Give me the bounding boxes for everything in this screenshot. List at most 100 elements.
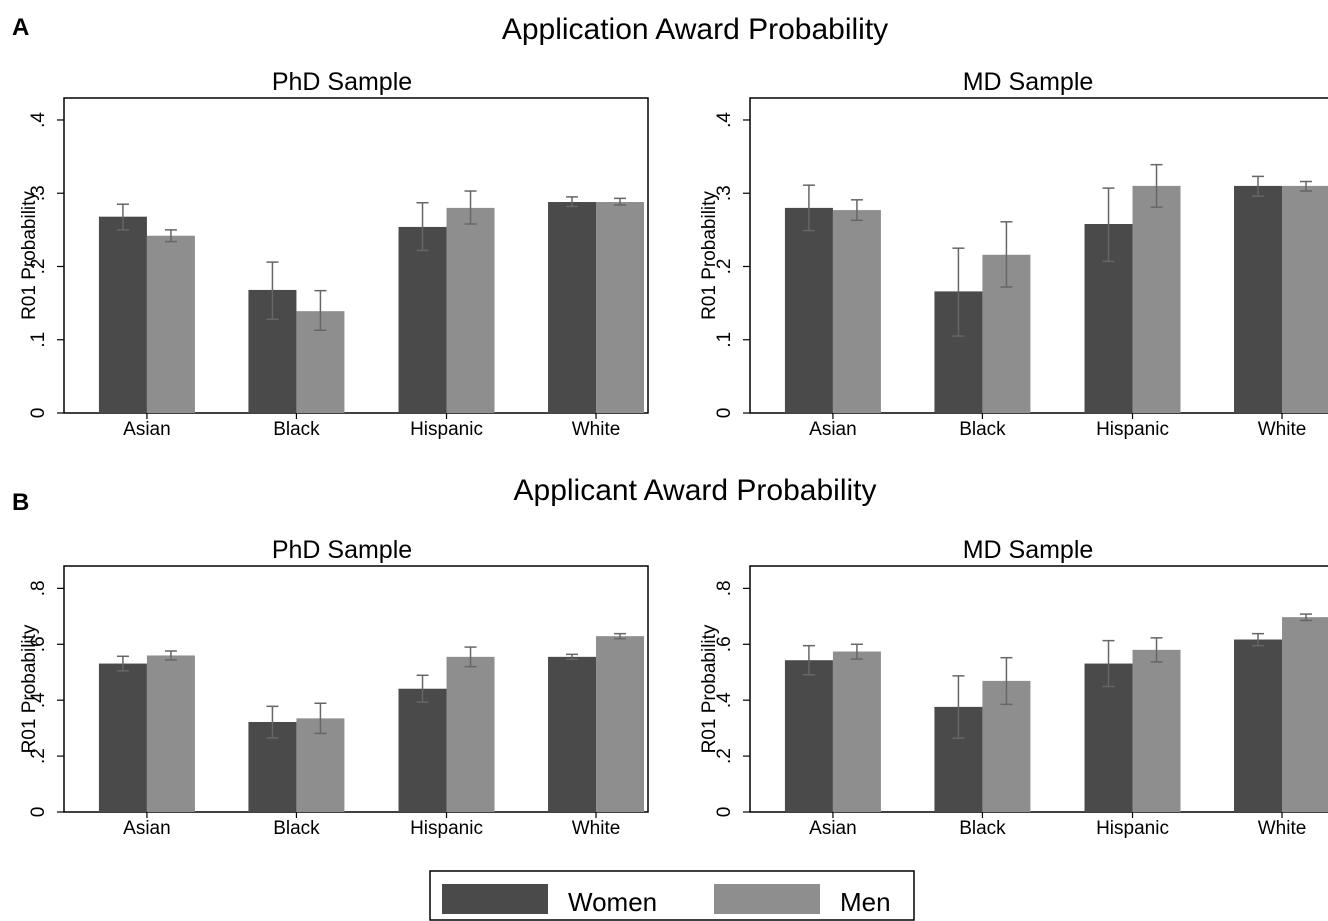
y-tick-label: 0	[28, 807, 49, 818]
x-tick-label-white: White	[1258, 419, 1307, 440]
error-bar-women-asian	[802, 644, 815, 676]
bar-men-white	[596, 636, 645, 812]
y-tick-label: 0	[714, 807, 735, 818]
error-bar-men-asian	[164, 229, 177, 243]
bar-men-white	[596, 202, 645, 413]
y-tick-label: .2	[28, 259, 49, 275]
y-tick-label: .8	[28, 580, 49, 596]
error-bar-men-hispanic	[1150, 163, 1163, 208]
y-tick-label: .6	[28, 636, 49, 652]
bar-women-white	[1234, 185, 1283, 413]
error-bar-women-black	[952, 675, 965, 739]
legend-label-women: Women	[568, 887, 657, 917]
section-title-b: Applicant Award Probability	[514, 474, 877, 507]
error-bar-men-asian	[850, 643, 863, 660]
y-tick-label: .3	[28, 185, 49, 201]
error-bar-women-asian	[116, 655, 129, 672]
bar-men-hispanic	[1132, 649, 1181, 812]
x-tick-label-asian: Asian	[123, 818, 171, 839]
bar-women-hispanic	[398, 226, 447, 413]
bar-men-white	[1282, 185, 1328, 413]
y-axis-label: R01 Probability	[699, 191, 720, 320]
x-tick-label-hispanic: Hispanic	[1096, 818, 1169, 839]
chart-a-phd: PhD Sample 0 .1 .2 .3 .4 R01 Probability Asian B…	[19, 68, 649, 440]
x-tick-label-black: Black	[273, 818, 320, 839]
x-tick-label-black: Black	[959, 419, 1006, 440]
chart-b-phd: PhD Sample 0 .2 .4 .6 .8 R01 Probability Asian B…	[19, 536, 649, 839]
chart-title: MD Sample	[963, 536, 1094, 564]
x-tick-label-hispanic: Hispanic	[410, 818, 483, 839]
x-tick-label-hispanic: Hispanic	[410, 419, 483, 440]
section-title-a: Application Award Probability	[502, 13, 888, 46]
error-bar-women-hispanic	[1102, 639, 1115, 688]
x-tick-label-asian: Asian	[809, 818, 857, 839]
x-tick-label-black: Black	[959, 818, 1006, 839]
legend-swatch-men	[714, 884, 820, 914]
y-tick-label: .6	[714, 636, 735, 652]
bar-women-asian	[784, 660, 833, 812]
error-bar-women-white	[566, 653, 579, 661]
panel-label-a: A	[12, 14, 29, 41]
x-tick-label-white: White	[572, 818, 621, 839]
chart-b-md: MD Sample 0 .2 .4 .6 .8 R01 Probability Asian Bl…	[699, 536, 1328, 839]
y-axis-label: R01 Probability	[19, 624, 40, 753]
error-bar-men-white	[614, 197, 627, 206]
error-bar-men-white	[1300, 613, 1313, 622]
bar-women-asian	[98, 663, 147, 812]
error-bar-men-black	[1000, 221, 1013, 288]
bar-men-asian	[146, 235, 195, 413]
bar-men-white	[1282, 617, 1328, 812]
error-bar-men-hispanic	[464, 190, 477, 225]
y-tick-label: .8	[714, 580, 735, 596]
chart-title: PhD Sample	[272, 68, 412, 96]
y-axis-label: R01 Probability	[19, 191, 40, 320]
bar-women-asian	[98, 216, 147, 413]
bar-men-asian	[146, 655, 195, 812]
y-tick-label: 0	[714, 408, 735, 419]
bar-men-asian	[832, 651, 881, 812]
error-bar-women-hispanic	[416, 202, 429, 252]
error-bar-men-black	[1000, 656, 1013, 706]
plot-frame	[749, 97, 1328, 414]
y-axis-label: R01 Probability	[699, 624, 720, 753]
error-bar-women-asian	[802, 184, 815, 232]
error-bar-women-hispanic	[416, 674, 429, 703]
legend-swatch-women	[442, 884, 548, 914]
y-tick-label: .1	[28, 332, 49, 348]
error-bar-men-hispanic	[464, 646, 477, 668]
error-bar-men-asian	[850, 199, 863, 222]
bar-men-hispanic	[1132, 185, 1181, 413]
x-tick-label-black: Black	[273, 419, 320, 440]
bar-women-hispanic	[398, 688, 447, 812]
x-tick-label-asian: Asian	[809, 419, 857, 440]
y-tick-label: .4	[714, 692, 735, 708]
y-tick-label: .3	[714, 185, 735, 201]
bar-men-asian	[832, 210, 881, 413]
legend: Women Men	[429, 870, 915, 921]
y-tick-label: .2	[28, 748, 49, 764]
y-tick-label: 0	[28, 408, 49, 419]
plot-frame	[63, 97, 649, 414]
y-tick-label: .4	[28, 112, 49, 128]
error-bar-men-white	[1300, 180, 1313, 192]
error-bar-women-black	[266, 261, 279, 320]
bar-men-hispanic	[446, 207, 495, 413]
x-tick-label-white: White	[572, 419, 621, 440]
x-tick-label-white: White	[1258, 818, 1307, 839]
error-bar-women-black	[266, 705, 279, 739]
bar-men-hispanic	[446, 656, 495, 812]
chart-title: MD Sample	[963, 68, 1094, 96]
error-bar-women-asian	[116, 203, 129, 231]
bar-women-white	[548, 202, 597, 413]
y-tick-label: .4	[714, 112, 735, 128]
error-bar-men-asian	[164, 650, 177, 661]
panel-label-b: B	[12, 489, 29, 516]
error-bar-women-white	[1252, 632, 1265, 647]
plot-frame	[749, 565, 1328, 813]
error-bar-women-white	[566, 196, 579, 208]
chart-a-md: MD Sample 0 .1 .2 .3 .4 R01 Probability Asian Bl…	[699, 68, 1328, 440]
error-bar-women-white	[1252, 175, 1265, 197]
bar-women-asian	[784, 207, 833, 413]
x-tick-label-hispanic: Hispanic	[1096, 419, 1169, 440]
